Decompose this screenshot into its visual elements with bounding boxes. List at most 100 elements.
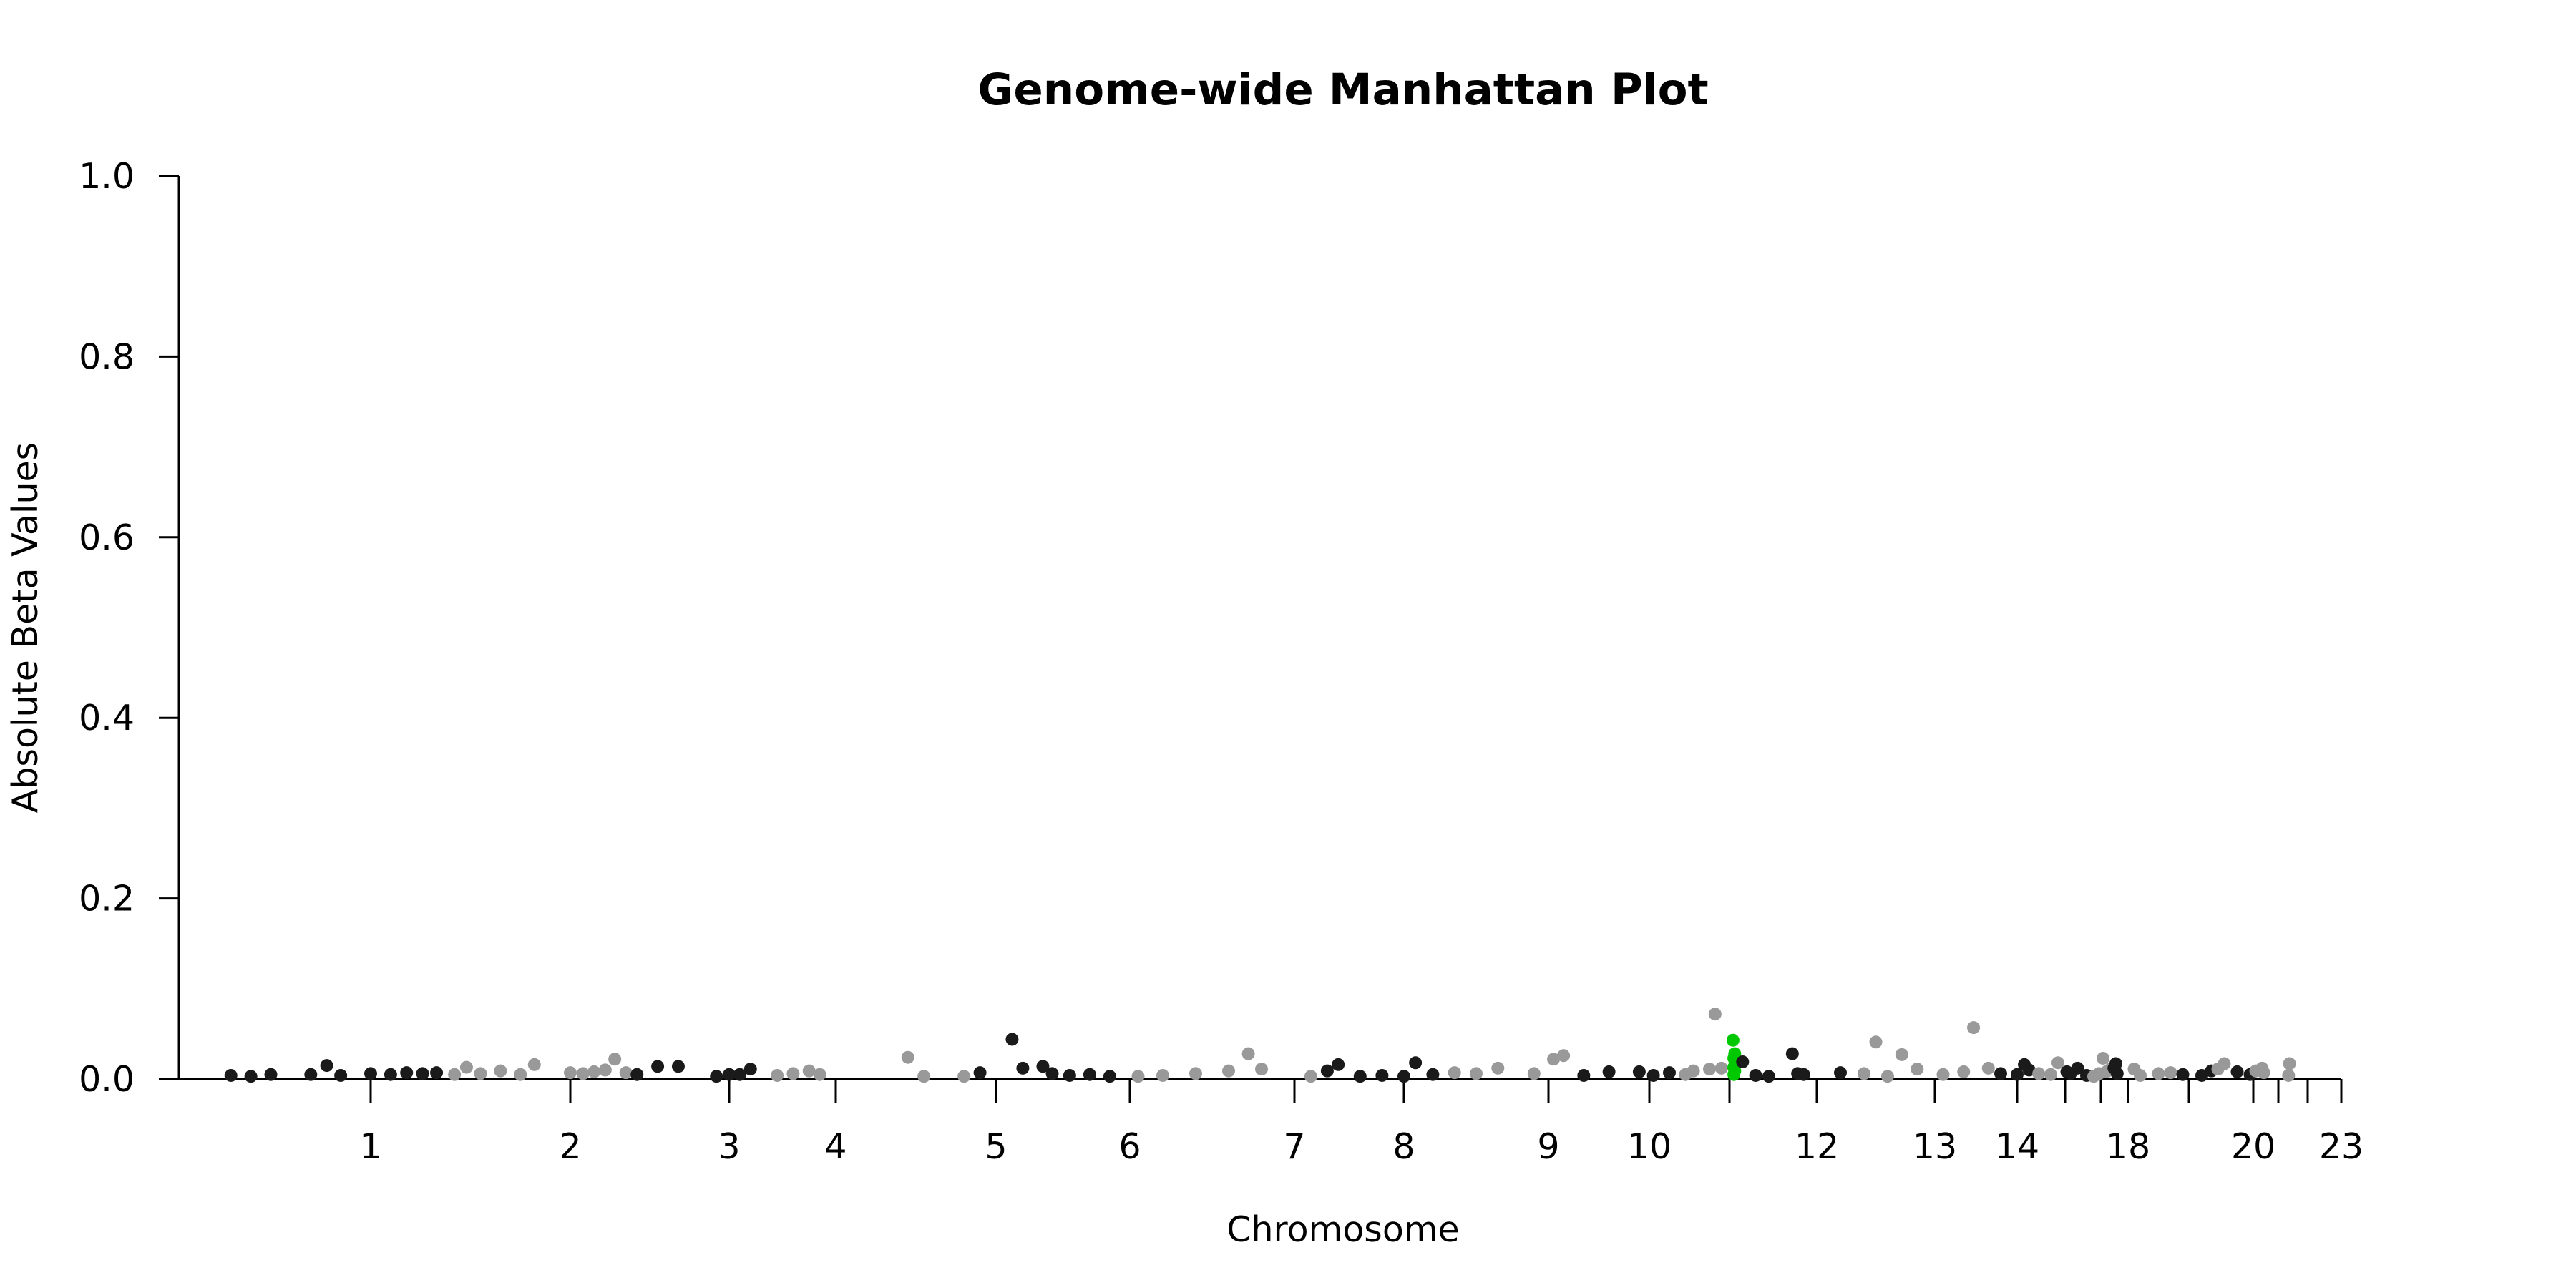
data-point: [1016, 1061, 1030, 1075]
data-point: [1602, 1065, 1616, 1078]
data-point: [459, 1060, 473, 1074]
data-point: [320, 1059, 333, 1073]
data-point: [494, 1064, 507, 1078]
data-point: [786, 1067, 800, 1080]
chart-title: Genome-wide Manhattan Plot: [977, 64, 1708, 115]
data-point: [1036, 1060, 1050, 1073]
data-point: [1762, 1070, 1775, 1083]
data-point: [1320, 1064, 1334, 1078]
y-tick-label: 1.0: [79, 156, 135, 197]
data-point: [1397, 1070, 1410, 1083]
data-point: [2051, 1056, 2064, 1070]
data-point: [244, 1070, 258, 1083]
data-point: [1577, 1068, 1591, 1082]
data-point: [813, 1068, 826, 1081]
x-tick-label: 4: [824, 1126, 847, 1167]
data-point: [901, 1050, 914, 1064]
highlighted-point: [1726, 1033, 1740, 1047]
data-point: [608, 1053, 622, 1066]
data-point: [1241, 1047, 1255, 1060]
x-tick-label: 18: [2106, 1126, 2150, 1167]
data-point: [1375, 1068, 1389, 1082]
data-point: [1353, 1070, 1367, 1083]
data-point: [2011, 1068, 2024, 1081]
data-point: [1557, 1049, 1571, 1063]
data-point: [1491, 1061, 1505, 1075]
data-point: [2032, 1067, 2046, 1080]
data-point: [1005, 1033, 1019, 1046]
data-point: [1703, 1063, 1716, 1076]
data-point: [2283, 1057, 2296, 1070]
data-point: [1632, 1065, 1646, 1078]
x-tick-label: 2: [559, 1126, 581, 1167]
data-point: [1156, 1068, 1169, 1082]
data-point: [743, 1063, 757, 1076]
data-point: [2195, 1068, 2208, 1082]
x-axis-label: Chromosome: [1226, 1209, 1459, 1250]
data-point: [1708, 1008, 1722, 1021]
data-point: [1714, 1061, 1728, 1075]
data-point: [1881, 1070, 1894, 1083]
data-point: [723, 1068, 736, 1081]
data-point: [514, 1068, 527, 1081]
data-point: [1834, 1066, 1847, 1080]
data-point: [598, 1063, 612, 1077]
data-point: [334, 1068, 348, 1082]
data-point: [710, 1070, 723, 1083]
data-point: [802, 1064, 816, 1078]
data-point: [1797, 1068, 1810, 1081]
data-point: [416, 1067, 429, 1080]
data-point: [630, 1068, 644, 1081]
data-point: [1547, 1053, 1561, 1066]
y-tick-label: 0.8: [79, 336, 135, 377]
data-point: [527, 1058, 541, 1071]
x-tick-label: 14: [1995, 1126, 2039, 1167]
data-point: [1858, 1067, 1870, 1080]
data-point: [1749, 1068, 1762, 1082]
data-point: [1332, 1058, 1345, 1071]
data-point: [1255, 1063, 1268, 1076]
data-point: [304, 1068, 318, 1081]
data-point: [2097, 1051, 2110, 1065]
data-point: [973, 1066, 987, 1080]
x-tick-label: 1: [359, 1126, 381, 1167]
data-point: [1426, 1068, 1440, 1081]
data-point: [400, 1066, 414, 1080]
data-point: [1895, 1048, 1908, 1061]
data-point: [2176, 1068, 2190, 1081]
data-point: [224, 1068, 238, 1082]
data-points: [224, 1008, 2296, 1083]
data-point: [1222, 1064, 1235, 1078]
data-point: [1470, 1067, 1483, 1080]
data-point: [2282, 1068, 2296, 1082]
data-point: [1646, 1068, 1660, 1082]
x-tick-label: 12: [1795, 1126, 1839, 1167]
data-point: [2134, 1068, 2147, 1082]
data-point: [1663, 1066, 1676, 1080]
data-point: [2218, 1057, 2231, 1070]
y-tick-label: 0.4: [79, 698, 135, 738]
data-point: [587, 1065, 601, 1078]
data-point: [1189, 1067, 1202, 1080]
data-point: [651, 1060, 665, 1073]
data-point: [364, 1067, 377, 1080]
data-point: [1911, 1063, 1924, 1076]
data-point: [2110, 1067, 2124, 1080]
data-point: [1981, 1061, 1995, 1075]
data-point: [619, 1066, 633, 1080]
data-point: [671, 1060, 685, 1073]
data-point: [733, 1068, 746, 1081]
x-axis-ticks: 1 2 3 4 5 6 7 8 9 10 12 13 14 18 20 23: [359, 1079, 2363, 1167]
x-tick-label: 10: [1627, 1126, 1672, 1167]
data-point: [1736, 1055, 1750, 1069]
data-point: [564, 1066, 577, 1080]
data-point: [1083, 1068, 1096, 1081]
data-point: [1103, 1070, 1116, 1083]
y-axis-label: Absolute Beta Values: [5, 442, 46, 813]
data-point: [2257, 1066, 2270, 1080]
y-axis-ticks: 0.0 0.2 0.4 0.6 0.8 1.0: [79, 156, 179, 1100]
highlighted-point: [1727, 1068, 1741, 1081]
data-point: [2152, 1067, 2165, 1080]
x-tick-label: 3: [718, 1126, 740, 1167]
data-point: [448, 1068, 462, 1081]
